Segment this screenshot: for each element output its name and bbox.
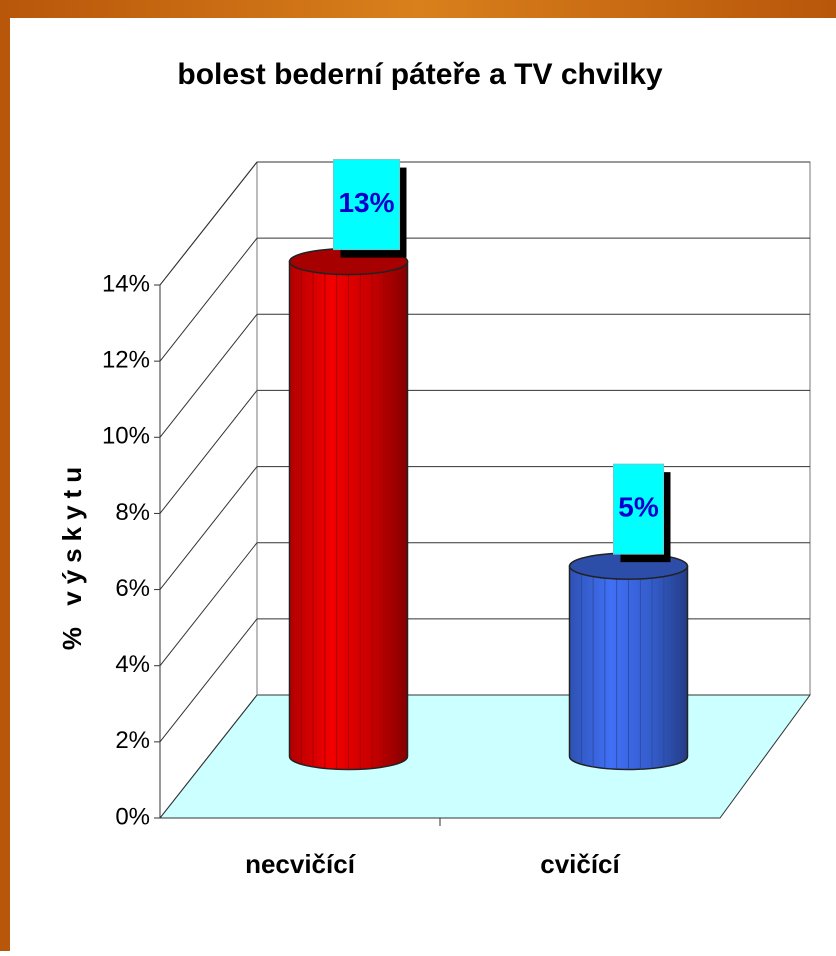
y-tick-label: 12%	[102, 346, 150, 373]
grid-line	[159, 390, 258, 514]
grid-line	[159, 161, 258, 286]
grid-line	[159, 313, 258, 438]
y-tick-label: 6%	[115, 575, 150, 602]
x-tick-label: necvičící	[245, 849, 356, 879]
y-tick-label: 10%	[102, 423, 150, 450]
plot	[158, 161, 811, 819]
grid-line	[159, 618, 258, 743]
bar	[568, 552, 689, 771]
label-box	[613, 463, 664, 555]
grid-line	[159, 542, 258, 667]
y-tick-label: 0%	[115, 803, 150, 830]
floor	[158, 694, 811, 819]
x-tick-label: cvičící	[540, 849, 620, 879]
bar	[288, 247, 409, 771]
y-tick-label: 8%	[115, 499, 150, 526]
label-box	[333, 159, 400, 251]
y-tick-label: 14%	[102, 270, 150, 297]
y-axis-title: % výskytu	[57, 460, 87, 650]
grid-line	[159, 237, 258, 362]
chart-title: bolest bederní páteře a TV chvilky	[177, 58, 662, 91]
grid-line	[159, 694, 258, 819]
y-tick-label: 2%	[115, 727, 150, 754]
data-label: 13%	[338, 187, 394, 218]
grid-line	[159, 466, 258, 590]
data-label: 5%	[618, 492, 659, 523]
y-tick-label: 4%	[115, 651, 150, 678]
